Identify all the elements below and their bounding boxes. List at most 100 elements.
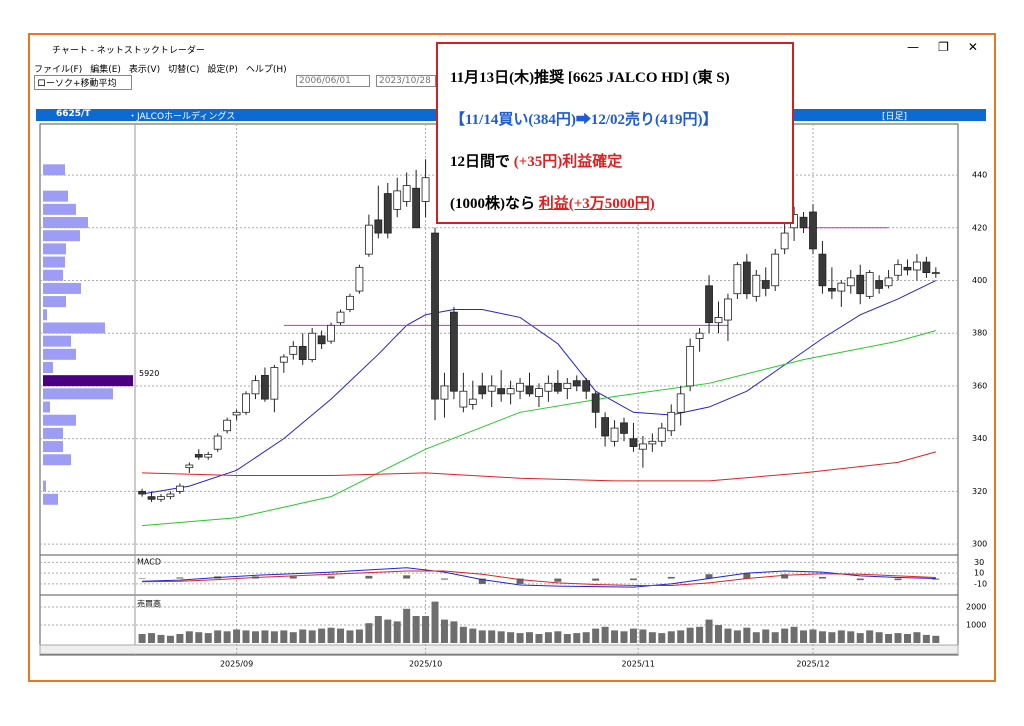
candle-body [402, 185, 411, 202]
candle-body [572, 380, 581, 387]
profile-bar [43, 361, 53, 373]
volume-bar [166, 635, 174, 643]
macd-histogram [629, 578, 637, 581]
profile-bar [43, 309, 47, 321]
candle-body [157, 496, 165, 500]
candle-body [827, 288, 836, 292]
volume-bar [138, 634, 146, 643]
candle-body [780, 232, 789, 250]
candle-body [846, 277, 855, 287]
candle-body [516, 382, 524, 392]
profile-bar [43, 296, 66, 308]
candle-body [525, 385, 534, 395]
profile-bar [43, 388, 113, 400]
candle-body [364, 224, 373, 255]
macd-histogram [365, 575, 373, 579]
candle-body [761, 280, 770, 289]
volume-bar [403, 608, 411, 643]
menu-item[interactable]: 表示(V) [128, 65, 161, 75]
candle-body [686, 346, 695, 387]
candle-body [393, 190, 402, 210]
menu-item[interactable]: ファイル(F) [34, 65, 83, 75]
volume-bar [932, 635, 940, 643]
volume-bar [327, 627, 335, 643]
candle-body [374, 219, 383, 234]
candle-body [903, 266, 912, 271]
candle-body [138, 490, 146, 495]
volume-bar [242, 630, 250, 643]
volume-bar [488, 630, 496, 643]
candle-body [733, 264, 742, 295]
macd-histogram [743, 573, 751, 579]
window-controls[interactable]: — ❐ ✕ [907, 40, 978, 54]
volume-bar [270, 631, 278, 643]
menu-item[interactable]: 編集(E) [90, 65, 121, 75]
macd-histogram [705, 574, 713, 579]
volume-bar [374, 616, 382, 643]
volume-bar [195, 632, 203, 643]
macd-histogram [327, 576, 335, 579]
menu-item[interactable]: 切替(C) [168, 65, 200, 75]
window-title: チャート - ネットストックトレーダー [52, 46, 205, 56]
candle-body [667, 411, 676, 432]
macd-histogram [289, 576, 297, 579]
profile-bar [43, 230, 80, 242]
date-from[interactable]: 2006/06/01 [296, 75, 370, 87]
candle-body [695, 332, 704, 339]
volume-bar [214, 630, 222, 643]
pane-title: 売買高 [137, 599, 161, 609]
menu-item[interactable]: 設定(P) [207, 65, 238, 75]
candle-body [657, 427, 666, 442]
volume-bar [204, 633, 212, 643]
macd-histogram [440, 578, 448, 580]
volume-bar [696, 626, 704, 643]
candle-body [638, 443, 647, 450]
profile-bar [43, 217, 88, 229]
candle-body [620, 422, 628, 434]
candle-body [648, 440, 657, 445]
y-tick-label: 340 [972, 434, 987, 443]
candle-body [147, 496, 156, 500]
candle-body [213, 435, 222, 450]
candle-body [232, 411, 241, 416]
candle-body [355, 266, 364, 292]
menu-item[interactable]: ヘルプ(H) [245, 65, 287, 75]
volume-bar [611, 630, 619, 643]
volume-bar [185, 631, 193, 643]
macd-histogram [403, 575, 411, 579]
y-tick-label: 380 [972, 329, 987, 338]
volume-bar [384, 619, 392, 643]
candle-body [450, 311, 458, 392]
volume-bar [469, 628, 477, 643]
candle-body [223, 419, 232, 432]
candle-body [298, 346, 307, 360]
volume-bar [554, 631, 562, 643]
volume-bar [412, 616, 420, 643]
profile-bar [43, 493, 58, 505]
volume-bar [280, 630, 288, 643]
volume-bar [800, 630, 808, 643]
volume-bar [781, 628, 789, 643]
volume-bar [497, 631, 505, 643]
y-tick-label: 420 [972, 223, 987, 232]
candle-body [799, 216, 808, 229]
profile-bar [43, 348, 76, 360]
date-to[interactable]: 2023/10/28 [376, 75, 436, 87]
volume-bar [856, 633, 864, 643]
menu-bar: ファイル(F) 編集(E) 表示(V) 切替(C) 設定(P) ヘルプ(H) [34, 57, 295, 75]
volume-bar [601, 626, 609, 643]
profile-bar [43, 190, 68, 202]
volume-bar [507, 632, 515, 643]
y-tick-label: 10 [974, 569, 984, 578]
style-select[interactable]: ローソク+移動平均 [34, 75, 132, 90]
candle-body [185, 464, 194, 469]
ann-line: 11月13日(木)推奨 [6625 JALCO HD] (東 S) [450, 70, 730, 86]
volume-bar [223, 631, 231, 643]
volume-bar [903, 634, 911, 643]
volume-bar [233, 629, 241, 643]
volume-bar [526, 632, 534, 643]
x-tick-label: 2025/09 [220, 660, 253, 669]
volume-bar [261, 630, 269, 643]
